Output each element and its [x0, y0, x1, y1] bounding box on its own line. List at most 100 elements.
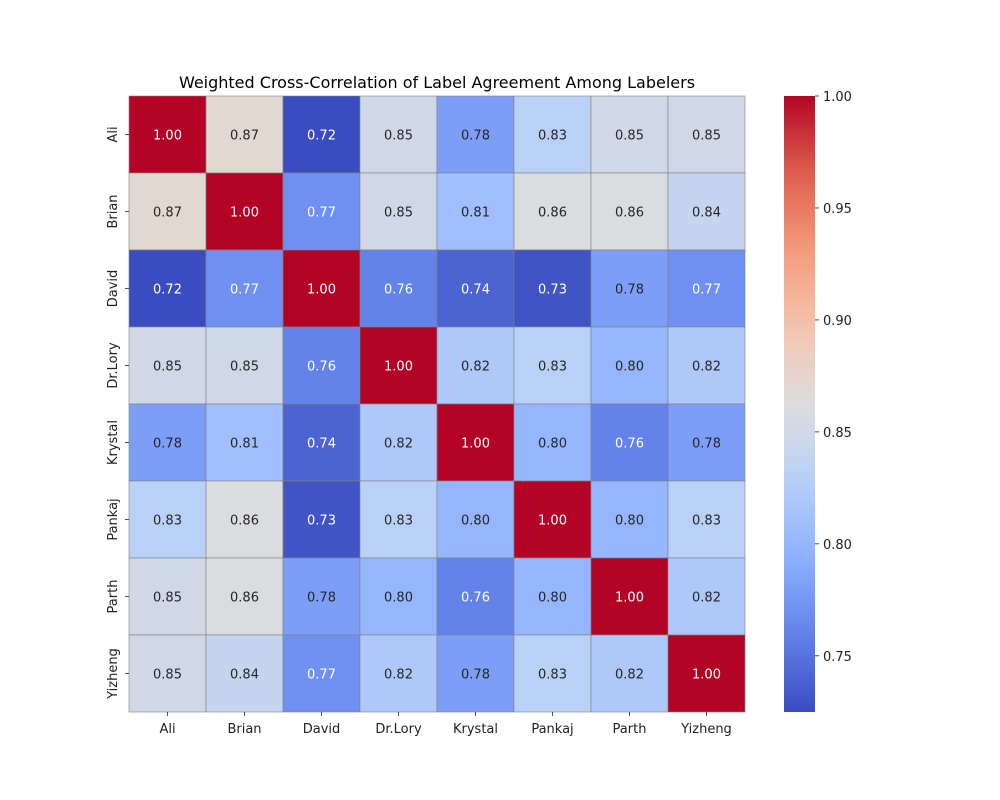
- x-tick-label: Yizheng: [680, 722, 732, 737]
- cell-value-label: 0.78: [615, 283, 644, 298]
- cell-value-label: 0.80: [384, 591, 413, 606]
- heatmap-cell: [436, 480, 515, 559]
- cell-value-label: 0.78: [692, 437, 721, 452]
- cell-value-label: 0.82: [692, 591, 721, 606]
- x-tick-label: David: [303, 722, 341, 737]
- cell-value-label: 0.72: [153, 283, 182, 298]
- y-tick-label: Ali: [106, 126, 121, 142]
- heatmap-cell: [282, 249, 361, 328]
- y-tick-label: Dr.Lory: [106, 342, 121, 389]
- heatmap-cell: [513, 403, 592, 482]
- cell-value-label: 0.80: [615, 514, 644, 529]
- colorbar-gradient: [784, 96, 815, 712]
- x-axis: Ali Brian David Dr.Lory Krystal Pankaj Parth Yi…: [159, 712, 732, 737]
- x-tick-label: Pankaj: [531, 722, 573, 737]
- heatmap-cell: [128, 249, 207, 328]
- heatmap-cell: [667, 557, 746, 636]
- heatmap-cell: [667, 480, 746, 559]
- heatmap-cell: [590, 480, 669, 559]
- heatmap-cell: [513, 249, 592, 328]
- cell-value-label: 0.82: [384, 437, 413, 452]
- heatmap-cell: [205, 249, 284, 328]
- cell-value-label: 0.76: [307, 360, 336, 375]
- cell-value-label: 0.72: [307, 129, 336, 144]
- x-tick-label: Krystal: [453, 722, 498, 737]
- cell-value-label: 0.83: [538, 668, 567, 683]
- x-tick-label: Dr.Lory: [375, 722, 422, 737]
- cell-value-label: 0.78: [461, 668, 490, 683]
- colorbar: 0.75 0.80 0.85 0.90 0.95 1.00: [784, 90, 852, 712]
- cell-value-label: 0.81: [461, 206, 490, 221]
- cell-value-label: 0.85: [230, 360, 259, 375]
- heatmap-cell: [282, 95, 361, 174]
- heatmap-cell: [590, 172, 669, 251]
- heatmap-cell: [282, 480, 361, 559]
- heatmap-cell: [282, 634, 361, 713]
- colorbar-tick-label: 0.95: [823, 202, 852, 217]
- cell-value-label: 0.73: [307, 514, 336, 529]
- y-tick-label: David: [106, 270, 121, 308]
- cell-value-label: 0.77: [307, 206, 336, 221]
- cell-value-label: 0.86: [538, 206, 567, 221]
- heatmap-cell: [436, 249, 515, 328]
- heatmap-cell: [513, 557, 592, 636]
- heatmap-cell: [513, 480, 592, 559]
- cell-value-label: 0.85: [692, 129, 721, 144]
- heatmap-cell: [590, 403, 669, 482]
- cell-value-label: 1.00: [307, 283, 336, 298]
- cell-value-label: 0.76: [615, 437, 644, 452]
- cell-value-label: 0.83: [384, 514, 413, 529]
- cell-value-label: 1.00: [692, 668, 721, 683]
- heatmap-cell: [436, 326, 515, 405]
- x-tick-label: Ali: [159, 722, 175, 737]
- cell-value-label: 0.85: [153, 668, 182, 683]
- cell-value-label: 0.80: [461, 514, 490, 529]
- heatmap-cell: [436, 634, 515, 713]
- heatmap-cell: [513, 95, 592, 174]
- cell-value-label: 0.82: [461, 360, 490, 375]
- cell-value-label: 0.85: [615, 129, 644, 144]
- y-tick-label: Pankaj: [106, 498, 121, 540]
- heatmap-cell: [359, 95, 438, 174]
- heatmap-cell: [667, 403, 746, 482]
- heatmap-cells: 1.00 0.87 0.72 0.85 0.78 0.83 0.85 0.85 0.87 1.00…: [128, 95, 746, 713]
- cell-value-label: 0.82: [384, 668, 413, 683]
- cell-value-label: 1.00: [538, 514, 567, 529]
- cell-value-label: 0.83: [692, 514, 721, 529]
- colorbar-tick-label: 0.85: [823, 426, 852, 441]
- heatmap-cell: [128, 326, 207, 405]
- cell-value-label: 0.82: [615, 668, 644, 683]
- x-tick-label: Brian: [227, 722, 261, 737]
- cell-value-label: 0.74: [461, 283, 490, 298]
- y-axis: Ali Brian David Dr.Lory Krystal Pankaj Parth Yi…: [106, 126, 129, 700]
- cell-value-label: 0.85: [384, 206, 413, 221]
- cell-value-label: 0.80: [615, 360, 644, 375]
- cell-value-label: 0.83: [538, 129, 567, 144]
- cell-value-label: 0.86: [230, 514, 259, 529]
- heatmap-cell: [359, 326, 438, 405]
- y-tick-label: Parth: [106, 580, 121, 614]
- chart-title: Weighted Cross-Correlation of Label Agre…: [179, 73, 695, 92]
- heatmap-cell: [590, 249, 669, 328]
- heatmap-cell: [513, 634, 592, 713]
- heatmap-cell: [436, 403, 515, 482]
- cell-value-label: 0.87: [153, 206, 182, 221]
- cell-value-label: 0.78: [153, 437, 182, 452]
- heatmap-cell: [205, 95, 284, 174]
- cell-value-label: 0.83: [538, 360, 567, 375]
- cell-value-label: 0.76: [461, 591, 490, 606]
- heatmap-cell: [205, 480, 284, 559]
- cell-value-label: 0.73: [538, 283, 567, 298]
- cell-value-label: 1.00: [153, 129, 182, 144]
- y-tick-label: Brian: [106, 194, 121, 228]
- cell-value-label: 0.78: [307, 591, 336, 606]
- cell-value-label: 0.85: [153, 360, 182, 375]
- heatmap-cell: [359, 403, 438, 482]
- cell-value-label: 0.82: [692, 360, 721, 375]
- y-tick-label: Yizheng: [106, 648, 121, 700]
- cell-value-label: 1.00: [230, 206, 259, 221]
- heatmap-cell: [436, 95, 515, 174]
- cell-value-label: 0.80: [538, 591, 567, 606]
- heatmap-cell: [667, 249, 746, 328]
